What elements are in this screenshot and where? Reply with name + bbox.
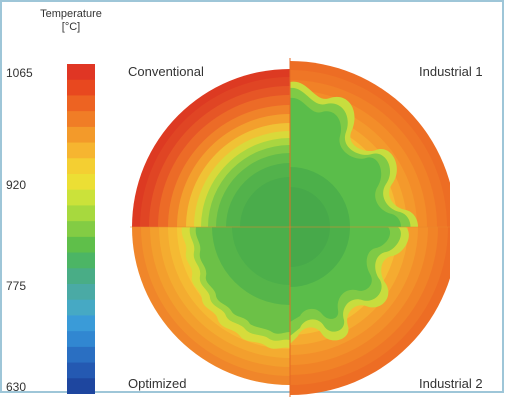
legend-title: Temperature [°C] <box>30 8 112 34</box>
label-conventional: Conventional <box>128 64 204 79</box>
colorbar-swatch <box>67 299 95 317</box>
colorbar-swatch <box>67 126 95 144</box>
legend-title-line1: Temperature <box>40 8 102 20</box>
label-optimized: Optimized <box>128 376 187 391</box>
quadrant-conventional <box>132 69 290 227</box>
colorbar-swatch <box>67 331 95 348</box>
colorbar-swatch <box>67 252 95 269</box>
colorbar-swatch <box>67 236 95 254</box>
colorbar-swatch <box>67 189 95 207</box>
legend-tick-775: 775 <box>6 279 27 293</box>
legend-tick-630: 630 <box>6 380 27 394</box>
label-industrial-2: Industrial 2 <box>419 376 483 391</box>
colorbar-swatch <box>67 64 95 81</box>
colorbar-swatch <box>67 158 95 175</box>
colorbar-swatch <box>67 174 95 191</box>
colorbar-swatch <box>67 142 95 159</box>
colorbar-swatch <box>67 79 95 97</box>
colorbar-swatch <box>67 95 95 112</box>
colorbar-swatch <box>67 221 95 238</box>
quadrant-optimized <box>132 227 290 385</box>
colorbar-swatch <box>67 284 95 301</box>
colorbar-swatch <box>67 205 95 222</box>
label-industrial-1: Industrial 1 <box>419 64 483 79</box>
temperature-cross-section <box>130 58 450 397</box>
colorbar-swatch <box>67 378 95 394</box>
colorbar-swatch <box>67 362 95 379</box>
legend-title-line2: [°C] <box>61 21 81 33</box>
temperature-colorbar <box>67 64 95 394</box>
colorbar-swatch <box>67 111 95 128</box>
legend-tick-920: 920 <box>6 178 27 192</box>
legend-tick-1065: 1065 <box>6 66 33 80</box>
colorbar-swatch <box>67 268 95 285</box>
colorbar-swatch <box>67 346 95 364</box>
colorbar-swatch <box>67 315 95 332</box>
quadrant-industrial-1 <box>290 61 450 227</box>
quadrant-industrial-2 <box>290 227 450 395</box>
